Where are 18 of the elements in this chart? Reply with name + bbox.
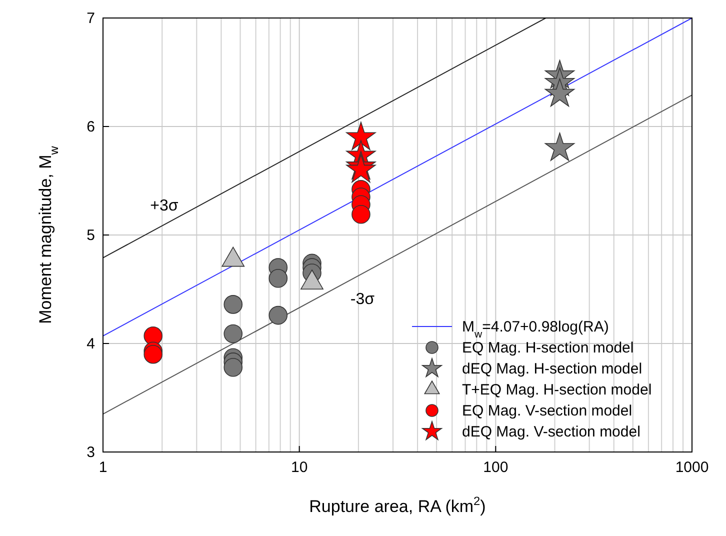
legend-label: M$_{w}$=4.07+0.98log(RA) bbox=[462, 318, 609, 340]
legend-label: T+EQ Mag. H-section model bbox=[462, 382, 652, 398]
annotation: -3σ bbox=[350, 291, 375, 308]
y-tick-label: 7 bbox=[86, 10, 95, 27]
y-tick-label: 3 bbox=[86, 444, 95, 461]
x-tick-label: 10 bbox=[290, 459, 308, 476]
y-tick-label: 5 bbox=[86, 227, 95, 244]
legend-label: dEQ Mag. V-section model bbox=[462, 424, 640, 440]
x-tick-label: 1000 bbox=[675, 459, 709, 476]
legend-label: EQ Mag. H-section model bbox=[462, 340, 634, 356]
legend-label: EQ Mag. V-section model bbox=[462, 402, 632, 420]
x-axis-title: Rupture area, RA (km$^{2}$) bbox=[309, 494, 486, 516]
annotation: +3σ bbox=[150, 197, 178, 214]
y-tick-label: 6 bbox=[86, 118, 95, 136]
x-tick-label: 100 bbox=[483, 459, 508, 476]
y-tick-label: 4 bbox=[86, 336, 95, 352]
x-tick-label: 1 bbox=[98, 459, 108, 476]
legend-label: dEQ Mag. H-section model bbox=[462, 360, 642, 378]
